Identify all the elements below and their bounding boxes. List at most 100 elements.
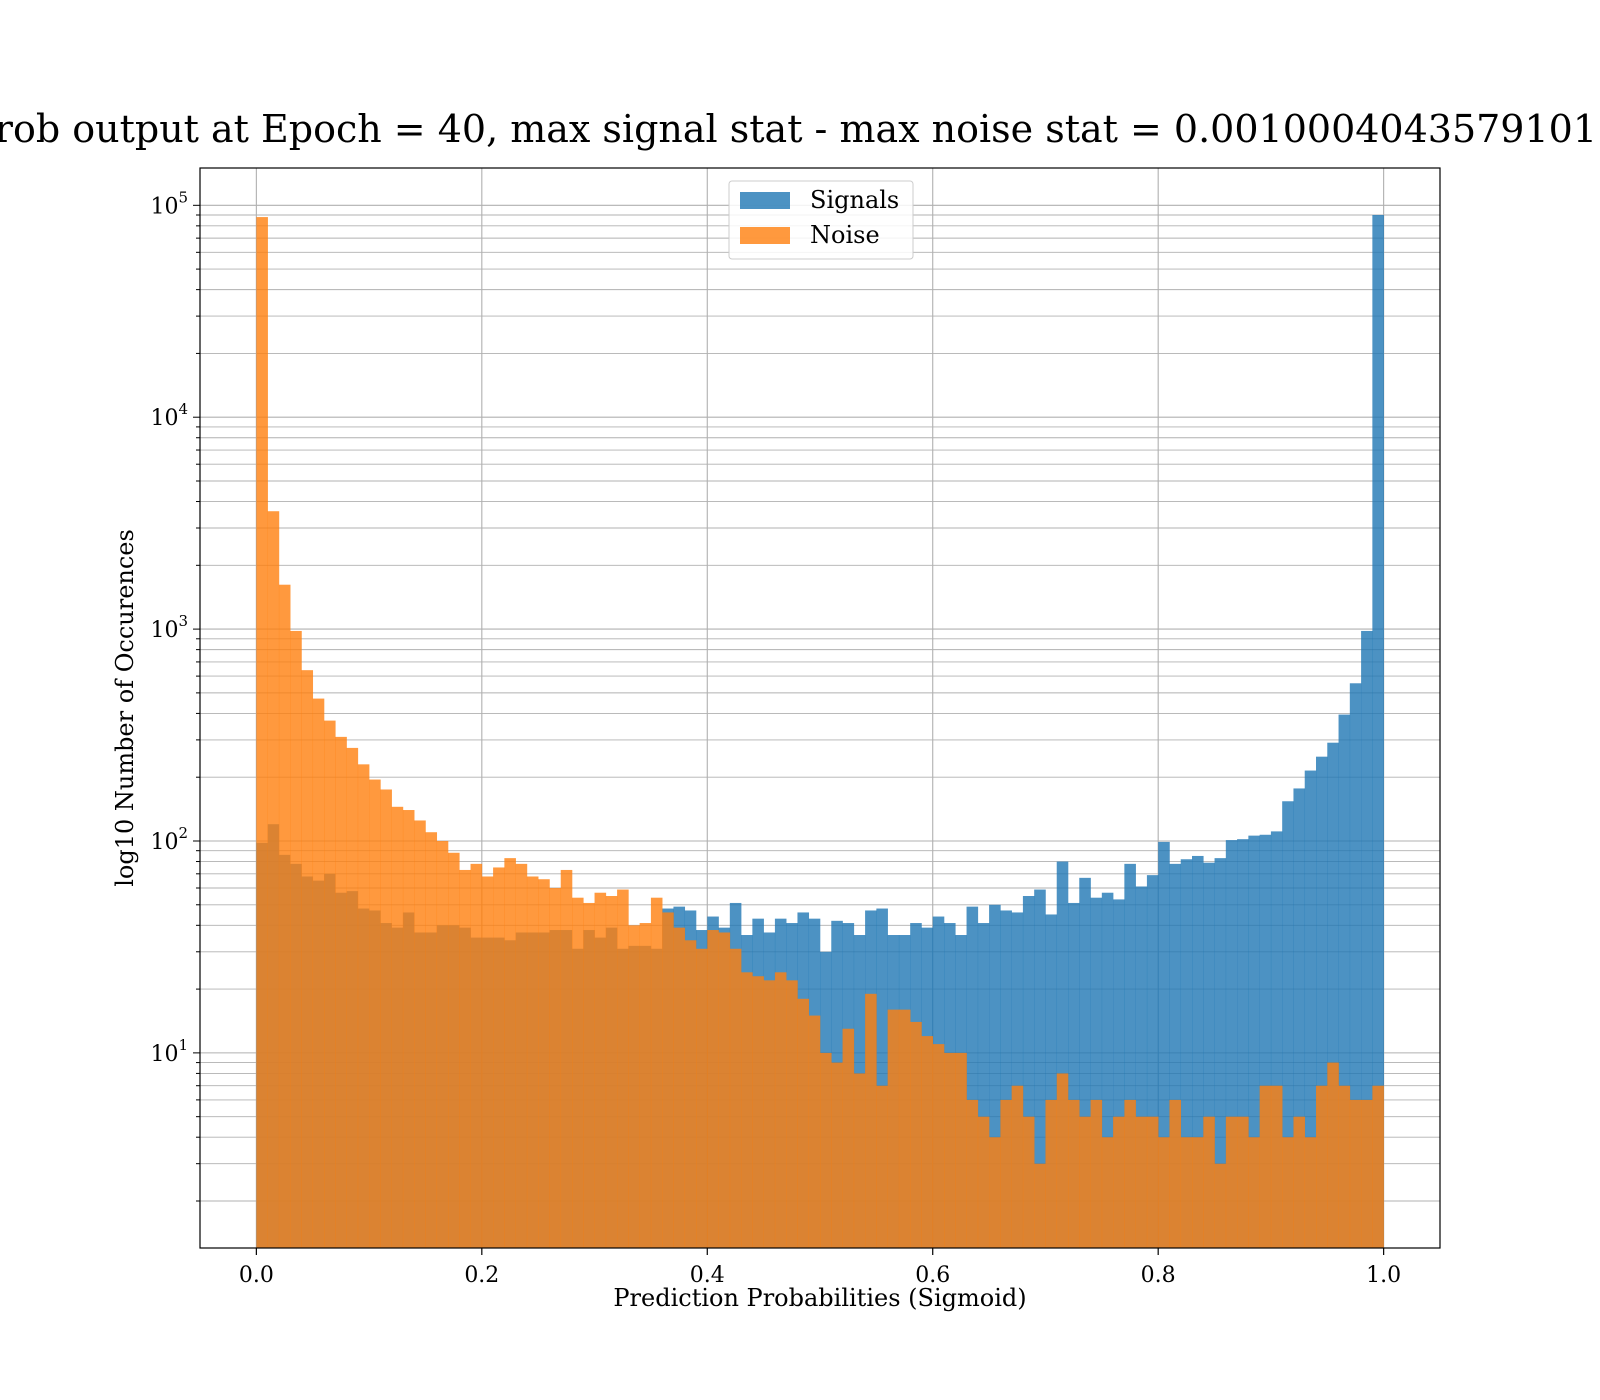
bar-noise [1304,1137,1317,1248]
y-tick-label: 103 [150,612,188,643]
bar-noise [1169,1099,1182,1248]
bar-noise [729,948,742,1248]
bar-signals [1192,855,1204,1248]
x-tick-label: 0.8 [1141,1263,1176,1288]
bar-noise [797,998,810,1248]
bar-noise [774,972,787,1248]
bar-signals [1000,910,1012,1248]
bar-noise [898,1009,911,1248]
bar-noise [741,972,753,1248]
bar-noise [1113,1116,1125,1248]
x-tick-label: 1.0 [1366,1263,1401,1288]
bar-noise [436,840,449,1248]
bar-noise [842,1028,855,1248]
bar-noise [763,980,776,1248]
bar-noise [853,1073,866,1248]
bar-signals [977,923,990,1248]
bar-noise [1259,1085,1272,1248]
bar-signals [1056,861,1069,1248]
bar-noise [786,980,798,1248]
bar-signals [1248,835,1260,1248]
bar-noise [696,948,708,1248]
bar-noise [820,1052,832,1248]
bar-noise [583,902,595,1248]
bar-noise [526,876,539,1248]
bar-noise [1000,1099,1012,1248]
bar-noise [278,584,291,1248]
bar-noise [1045,1099,1058,1248]
bar-noise [346,747,359,1248]
bar-noise [1316,1085,1328,1248]
bar-noise [1090,1099,1103,1248]
bar-signals [1225,840,1238,1248]
bar-noise [1135,1116,1148,1248]
bar-noise [966,1099,979,1248]
bar-noise [1180,1137,1193,1248]
bar-noise [594,892,607,1248]
y-tick-label: 105 [150,188,188,219]
bar-noise [989,1137,1001,1248]
bar-noise [684,940,697,1248]
bar-noise [662,912,674,1248]
bar-signals [1293,788,1306,1248]
bar-signals [1338,714,1351,1248]
bar-noise [549,888,562,1248]
bar-signals [1282,801,1294,1248]
bar-noise [1327,1062,1339,1248]
bar-noise [402,810,415,1248]
bar-noise [572,897,584,1248]
bar-noise [1338,1085,1351,1248]
bar-signals [1372,215,1384,1249]
bars-layer [256,215,1384,1249]
bar-noise [1214,1163,1227,1248]
bar-noise [1203,1116,1215,1248]
bar-noise [1282,1137,1294,1248]
bar-noise [391,806,404,1248]
bar-noise [1011,1085,1024,1248]
bar-noise [910,1021,922,1248]
bar-noise [312,698,325,1248]
bar-noise [560,869,573,1248]
bar-noise [357,764,370,1248]
legend-swatch-signals [740,192,790,209]
bar-signals [1011,912,1024,1248]
bar-noise [538,879,550,1248]
bar-noise [290,630,302,1248]
bar-noise [1192,1137,1204,1248]
bar-signals [1022,896,1035,1248]
bar-signals [1101,892,1114,1248]
bar-noise [1237,1116,1249,1248]
bar-signals [1304,770,1317,1248]
x-axis-label: Prediction Probabilities (Sigmoid) [613,1284,1026,1312]
bar-noise [493,867,505,1248]
bar-signals [1068,902,1080,1248]
bar-signals [989,904,1001,1248]
bar-noise [944,1052,956,1248]
bar-noise [1248,1137,1260,1248]
x-tick-label: 0.2 [464,1263,499,1288]
bar-signals [1203,862,1215,1248]
bar-signals [1259,834,1272,1248]
bar-signals [1090,897,1103,1248]
series-noise [256,217,1384,1248]
bar-signals [1034,889,1046,1248]
bar-noise [1056,1073,1069,1248]
bar-noise [1361,1099,1373,1248]
bar-noise [707,930,719,1248]
bar-signals [876,908,888,1248]
bar-noise [1349,1099,1362,1248]
bar-signals [1113,899,1125,1248]
y-tick-label: 102 [150,824,188,855]
bar-noise [831,1062,843,1248]
bar-noise [380,789,392,1248]
legend-swatch-noise [740,227,790,244]
plot-frame [199,167,1441,1249]
bar-noise [301,670,314,1248]
x-tick-label: 0.6 [915,1263,950,1288]
legend-label-signals: Signals [810,186,899,214]
bar-noise [1270,1085,1283,1248]
bar-noise [628,925,640,1248]
bar-noise [256,217,268,1248]
bar-noise [1101,1137,1114,1248]
